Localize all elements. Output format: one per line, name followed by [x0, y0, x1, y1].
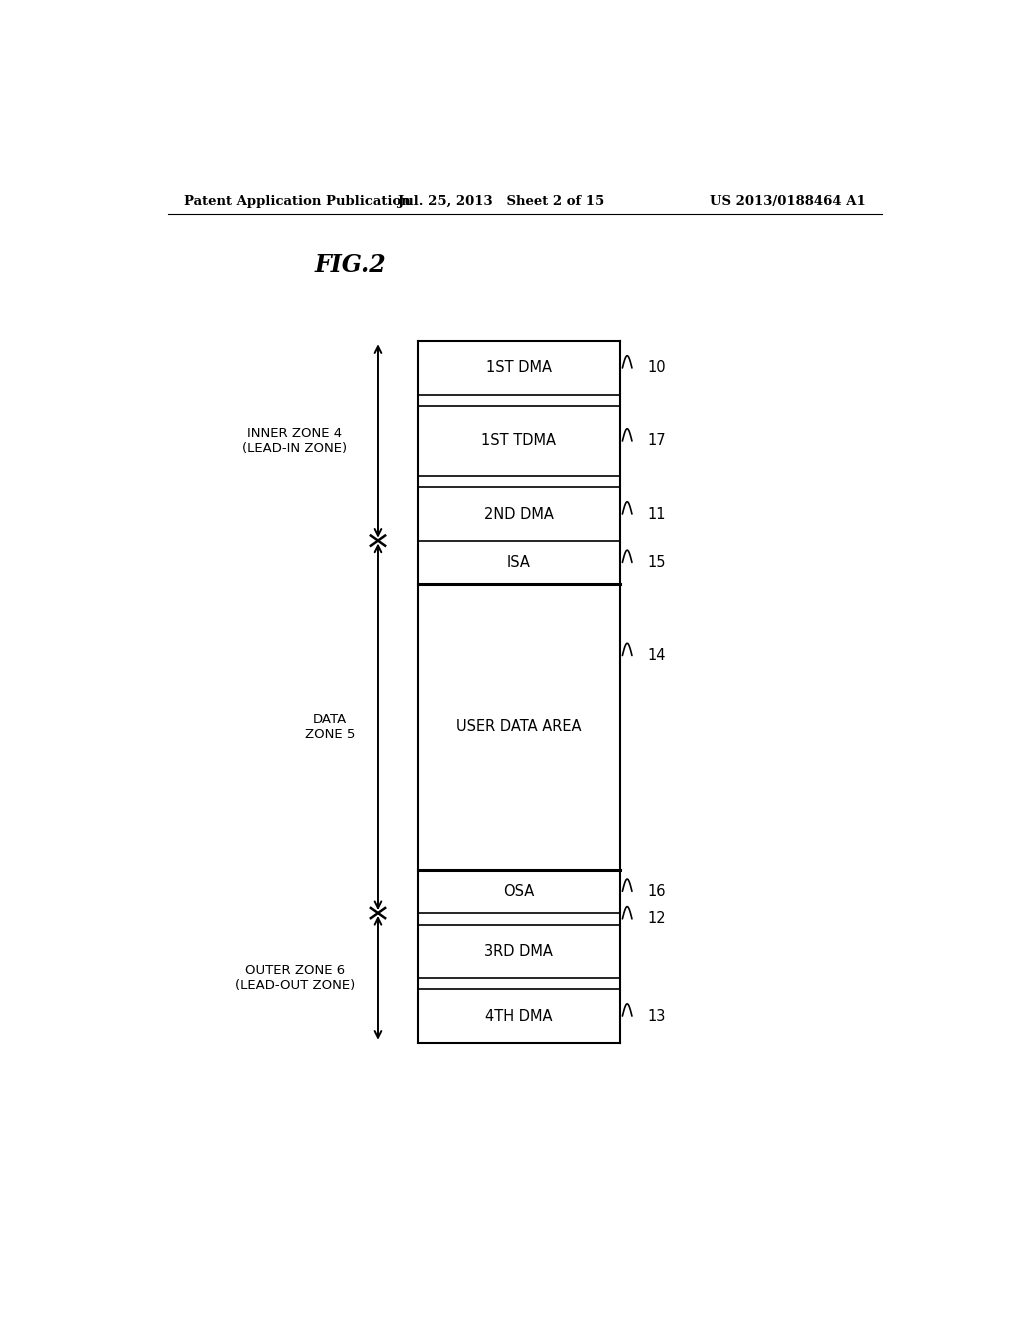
Text: OUTER ZONE 6
(LEAD-OUT ZONE): OUTER ZONE 6 (LEAD-OUT ZONE) [234, 964, 354, 991]
Text: 4TH DMA: 4TH DMA [485, 1008, 553, 1023]
Text: 2ND DMA: 2ND DMA [484, 507, 554, 521]
Text: 17: 17 [648, 433, 667, 449]
Text: USER DATA AREA: USER DATA AREA [456, 719, 582, 734]
Text: 16: 16 [648, 884, 667, 899]
Text: 11: 11 [648, 507, 667, 521]
Text: FIG.2: FIG.2 [314, 253, 386, 277]
Text: ISA: ISA [507, 554, 530, 570]
Text: US 2013/0188464 A1: US 2013/0188464 A1 [711, 194, 866, 207]
Text: 12: 12 [648, 911, 667, 927]
Text: OSA: OSA [503, 884, 535, 899]
Text: 1ST TDMA: 1ST TDMA [481, 433, 556, 449]
Text: 13: 13 [648, 1008, 667, 1023]
Text: 3RD DMA: 3RD DMA [484, 944, 553, 958]
Text: 1ST DMA: 1ST DMA [485, 360, 552, 375]
Text: Jul. 25, 2013   Sheet 2 of 15: Jul. 25, 2013 Sheet 2 of 15 [398, 194, 604, 207]
Text: INNER ZONE 4
(LEAD-IN ZONE): INNER ZONE 4 (LEAD-IN ZONE) [242, 426, 347, 455]
Text: DATA
ZONE 5: DATA ZONE 5 [305, 713, 355, 741]
Text: 14: 14 [648, 648, 667, 663]
Text: 10: 10 [648, 360, 667, 375]
Text: Patent Application Publication: Patent Application Publication [183, 194, 411, 207]
Text: 15: 15 [648, 554, 667, 570]
